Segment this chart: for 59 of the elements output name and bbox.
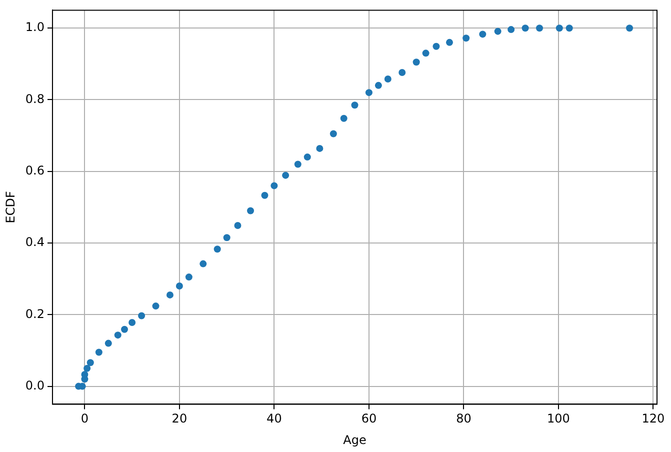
x-tick-label: 60 xyxy=(361,412,377,426)
point xyxy=(384,75,392,82)
point xyxy=(84,364,91,372)
point xyxy=(294,160,302,168)
point xyxy=(316,144,324,152)
y-axis-title: ECDF xyxy=(3,191,18,224)
point xyxy=(422,50,430,57)
point xyxy=(185,274,192,281)
y-tick-label: 0.6 xyxy=(25,164,44,178)
point xyxy=(330,130,337,138)
point xyxy=(340,114,348,122)
point xyxy=(214,246,221,253)
point xyxy=(234,222,242,229)
point xyxy=(200,260,207,268)
point xyxy=(412,58,420,66)
point xyxy=(81,370,88,378)
point xyxy=(95,348,102,356)
point xyxy=(104,340,112,347)
point xyxy=(304,154,311,161)
y-tick-label: 0.8 xyxy=(25,92,44,106)
x-tick-label: 40 xyxy=(266,412,282,426)
point xyxy=(138,312,146,320)
point xyxy=(446,38,453,46)
point xyxy=(152,302,160,310)
x-tick-label: 20 xyxy=(172,412,188,426)
point xyxy=(365,89,372,96)
point xyxy=(223,234,230,242)
y-tick-label: 0.2 xyxy=(25,306,44,321)
x-tick-label: 0 xyxy=(80,412,89,426)
point xyxy=(522,24,529,32)
x-tick-label: 120 xyxy=(642,412,665,426)
point xyxy=(176,282,183,290)
point xyxy=(261,192,268,199)
point xyxy=(626,24,634,32)
point xyxy=(398,69,406,76)
point xyxy=(494,28,502,35)
x-axis-title: Age xyxy=(343,432,366,447)
x-tick-label: 100 xyxy=(547,412,570,426)
point xyxy=(536,24,544,32)
point xyxy=(114,332,122,339)
point xyxy=(479,30,486,38)
point xyxy=(462,34,470,42)
point xyxy=(566,24,573,32)
point xyxy=(556,24,563,32)
point xyxy=(432,42,440,50)
x-tick-label: 80 xyxy=(456,412,472,426)
point xyxy=(282,172,290,179)
point xyxy=(374,82,382,89)
y-tick-label: 0.0 xyxy=(25,378,44,392)
point xyxy=(128,319,136,326)
y-tick-label: 1.0 xyxy=(25,20,44,34)
point xyxy=(351,102,358,109)
point xyxy=(247,207,254,214)
point xyxy=(270,182,278,190)
y-tick-label: 0.4 xyxy=(25,235,44,250)
point xyxy=(120,326,128,333)
point xyxy=(508,26,515,34)
point xyxy=(86,359,94,366)
point xyxy=(166,291,174,298)
